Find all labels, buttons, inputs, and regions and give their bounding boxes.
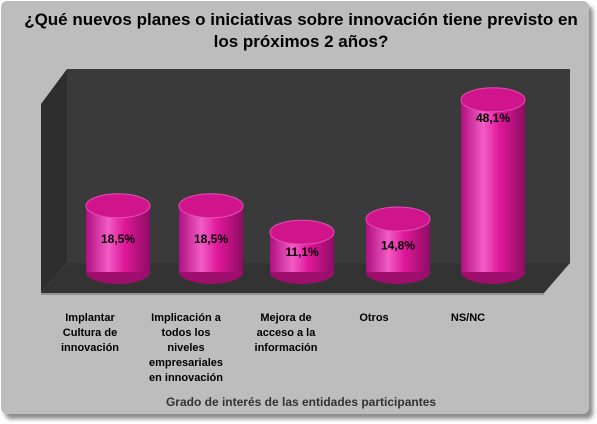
category-label-1: Implantar Cultura de innovación (60, 312, 120, 354)
bar-5: 48,1% (460, 87, 526, 284)
category-label-5: NS/NC (450, 312, 486, 324)
bar-top (178, 193, 244, 219)
data-label-3: 11,1% (285, 245, 319, 259)
bars-group: 18,5% 18,5% 11,1% 14,8% 48,1% (85, 87, 526, 284)
plot-area: 18,5% 18,5% 11,1% 14,8% 48,1% (41, 69, 570, 295)
data-label-4: 14,8% (381, 239, 415, 253)
bar-3: 11,1% (269, 219, 335, 284)
bar-4: 14,8% (365, 206, 431, 284)
data-label-1: 18,5% (101, 232, 135, 246)
side-wall (41, 69, 67, 293)
data-label-2: 18,5% (194, 232, 228, 246)
bar-top (460, 87, 526, 113)
chart-frame: ¿Qué nuevos planes o iniciativas sobre i… (1, 1, 589, 414)
x-axis-title: Grado de interés de las entidades partic… (165, 395, 437, 409)
chart-title: ¿Qué nuevos planes o iniciativas sobre i… (24, 10, 578, 51)
bar-body (461, 99, 525, 272)
bar-1: 18,5% (85, 193, 151, 284)
bar-2: 18,5% (178, 193, 244, 284)
bar-top (85, 193, 151, 219)
bar-top (269, 219, 335, 245)
category-label-2: Implicación a todos los niveles empresar… (149, 312, 223, 384)
category-label-4: Otros (359, 312, 389, 324)
category-label-3: Mejora de acceso a la información (254, 312, 318, 354)
data-label-5: 48,1% (476, 111, 510, 125)
bar-top (365, 206, 431, 232)
